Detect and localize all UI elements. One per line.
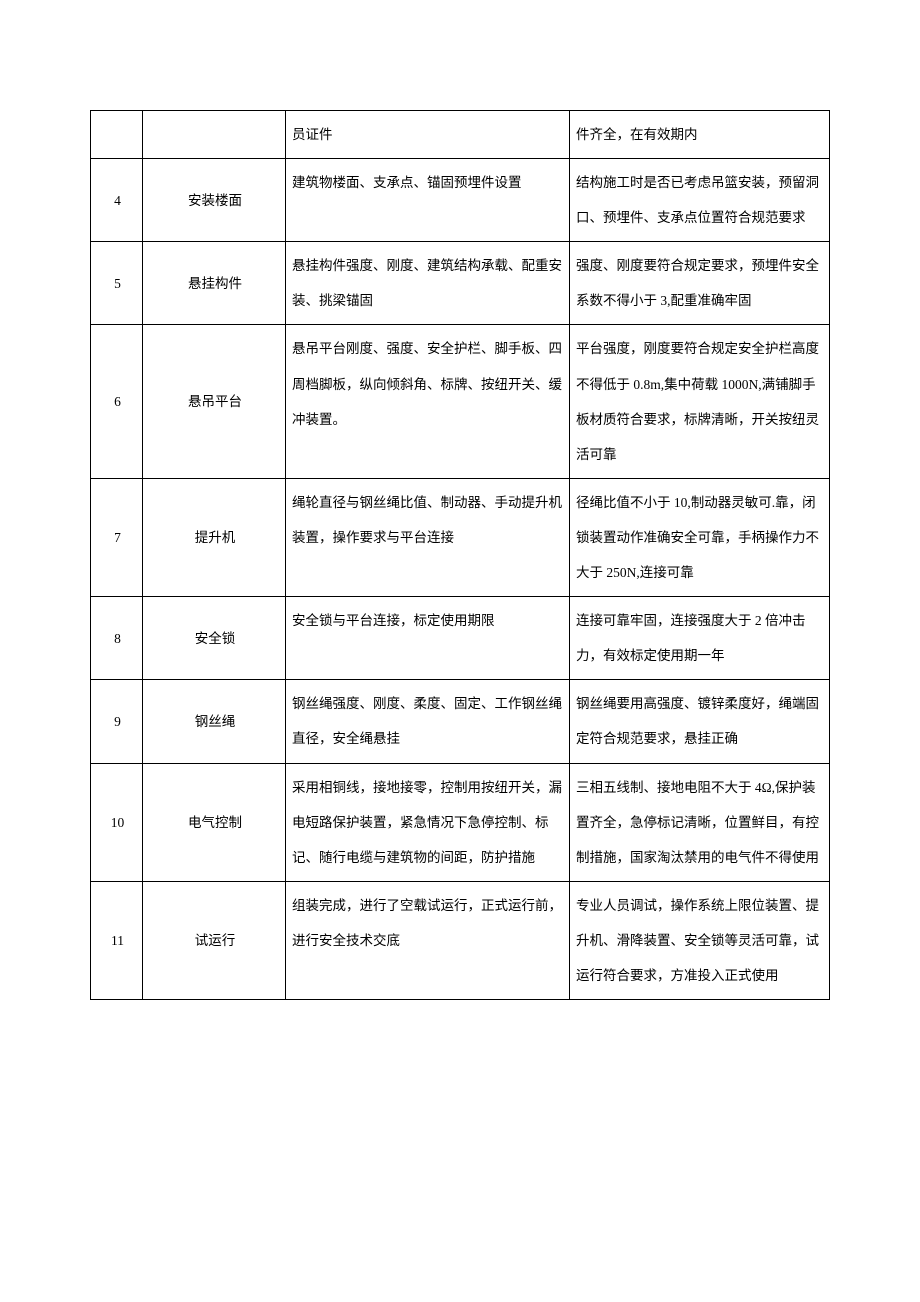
cell-name <box>143 111 286 159</box>
cell-req: 连接可靠牢固，连接强度大于 2 倍冲击力，有效标定使用期一年 <box>570 597 830 680</box>
cell-req: 专业人员调试，操作系统上限位装置、提升机、滑降装置、安全锁等灵活可靠，试运行符合… <box>570 881 830 999</box>
cell-item: 钢丝绳强度、刚度、柔度、固定、工作钢丝绳直径，安全绳悬挂 <box>286 680 570 763</box>
inspection-table: 员证件 件齐全，在有效期内 4 安装楼面 建筑物楼面、支承点、锚固预埋件设置 结… <box>90 110 830 1000</box>
cell-name: 提升机 <box>143 478 286 596</box>
table-row: 11 试运行 组装完成，进行了空载试运行，正式运行前，进行安全技术交底 专业人员… <box>91 881 830 999</box>
cell-req: 结构施工时是否已考虑吊篮安装，预留洞口、预埋件、支承点位置符合规范要求 <box>570 159 830 242</box>
cell-num <box>91 111 143 159</box>
table-body: 员证件 件齐全，在有效期内 4 安装楼面 建筑物楼面、支承点、锚固预埋件设置 结… <box>91 111 830 1000</box>
table-row: 员证件 件齐全，在有效期内 <box>91 111 830 159</box>
cell-item: 悬挂构件强度、刚度、建筑结构承载、配重安装、挑梁锚固 <box>286 242 570 325</box>
cell-item: 悬吊平台刚度、强度、安全护栏、脚手板、四周档脚板，纵向倾斜角、标牌、按纽开关、缓… <box>286 325 570 478</box>
document-page: 员证件 件齐全，在有效期内 4 安装楼面 建筑物楼面、支承点、锚固预埋件设置 结… <box>0 0 920 1100</box>
cell-num: 9 <box>91 680 143 763</box>
cell-item: 安全锁与平台连接，标定使用期限 <box>286 597 570 680</box>
cell-name: 试运行 <box>143 881 286 999</box>
cell-req: 平台强度，刚度要符合规定安全护栏高度不得低于 0.8m,集中荷载 1000N,满… <box>570 325 830 478</box>
cell-req: 钢丝绳要用高强度、镀锌柔度好，绳端固定符合规范要求，悬挂正确 <box>570 680 830 763</box>
table-row: 9 钢丝绳 钢丝绳强度、刚度、柔度、固定、工作钢丝绳直径，安全绳悬挂 钢丝绳要用… <box>91 680 830 763</box>
table-row: 5 悬挂构件 悬挂构件强度、刚度、建筑结构承载、配重安装、挑梁锚固 强度、刚度要… <box>91 242 830 325</box>
cell-req: 强度、刚度要符合规定要求，预埋件安全系数不得小于 3,配重准确牢固 <box>570 242 830 325</box>
cell-num: 8 <box>91 597 143 680</box>
cell-item: 员证件 <box>286 111 570 159</box>
cell-item: 建筑物楼面、支承点、锚固预埋件设置 <box>286 159 570 242</box>
cell-name: 悬挂构件 <box>143 242 286 325</box>
cell-name: 电气控制 <box>143 763 286 881</box>
cell-name: 钢丝绳 <box>143 680 286 763</box>
table-row: 6 悬吊平台 悬吊平台刚度、强度、安全护栏、脚手板、四周档脚板，纵向倾斜角、标牌… <box>91 325 830 478</box>
table-row: 7 提升机 绳轮直径与钢丝绳比值、制动器、手动提升机装置，操作要求与平台连接 径… <box>91 478 830 596</box>
table-row: 8 安全锁 安全锁与平台连接，标定使用期限 连接可靠牢固，连接强度大于 2 倍冲… <box>91 597 830 680</box>
cell-num: 4 <box>91 159 143 242</box>
cell-num: 10 <box>91 763 143 881</box>
cell-item: 采用相铜线，接地接零，控制用按纽开关，漏电短路保护装置，紧急情况下急停控制、标记… <box>286 763 570 881</box>
cell-req: 件齐全，在有效期内 <box>570 111 830 159</box>
cell-num: 5 <box>91 242 143 325</box>
cell-item: 绳轮直径与钢丝绳比值、制动器、手动提升机装置，操作要求与平台连接 <box>286 478 570 596</box>
cell-name: 安装楼面 <box>143 159 286 242</box>
cell-num: 6 <box>91 325 143 478</box>
cell-item: 组装完成，进行了空载试运行，正式运行前，进行安全技术交底 <box>286 881 570 999</box>
cell-req: 三相五线制、接地电阻不大于 4Ω,保护装置齐全，急停标记清晰，位置鲜目，有控制措… <box>570 763 830 881</box>
cell-num: 7 <box>91 478 143 596</box>
table-row: 10 电气控制 采用相铜线，接地接零，控制用按纽开关，漏电短路保护装置，紧急情况… <box>91 763 830 881</box>
cell-req: 径绳比值不小于 10,制动器灵敏可.靠，闭锁装置动作准确安全可靠，手柄操作力不大… <box>570 478 830 596</box>
cell-name: 安全锁 <box>143 597 286 680</box>
cell-num: 11 <box>91 881 143 999</box>
cell-name: 悬吊平台 <box>143 325 286 478</box>
table-row: 4 安装楼面 建筑物楼面、支承点、锚固预埋件设置 结构施工时是否已考虑吊篮安装，… <box>91 159 830 242</box>
